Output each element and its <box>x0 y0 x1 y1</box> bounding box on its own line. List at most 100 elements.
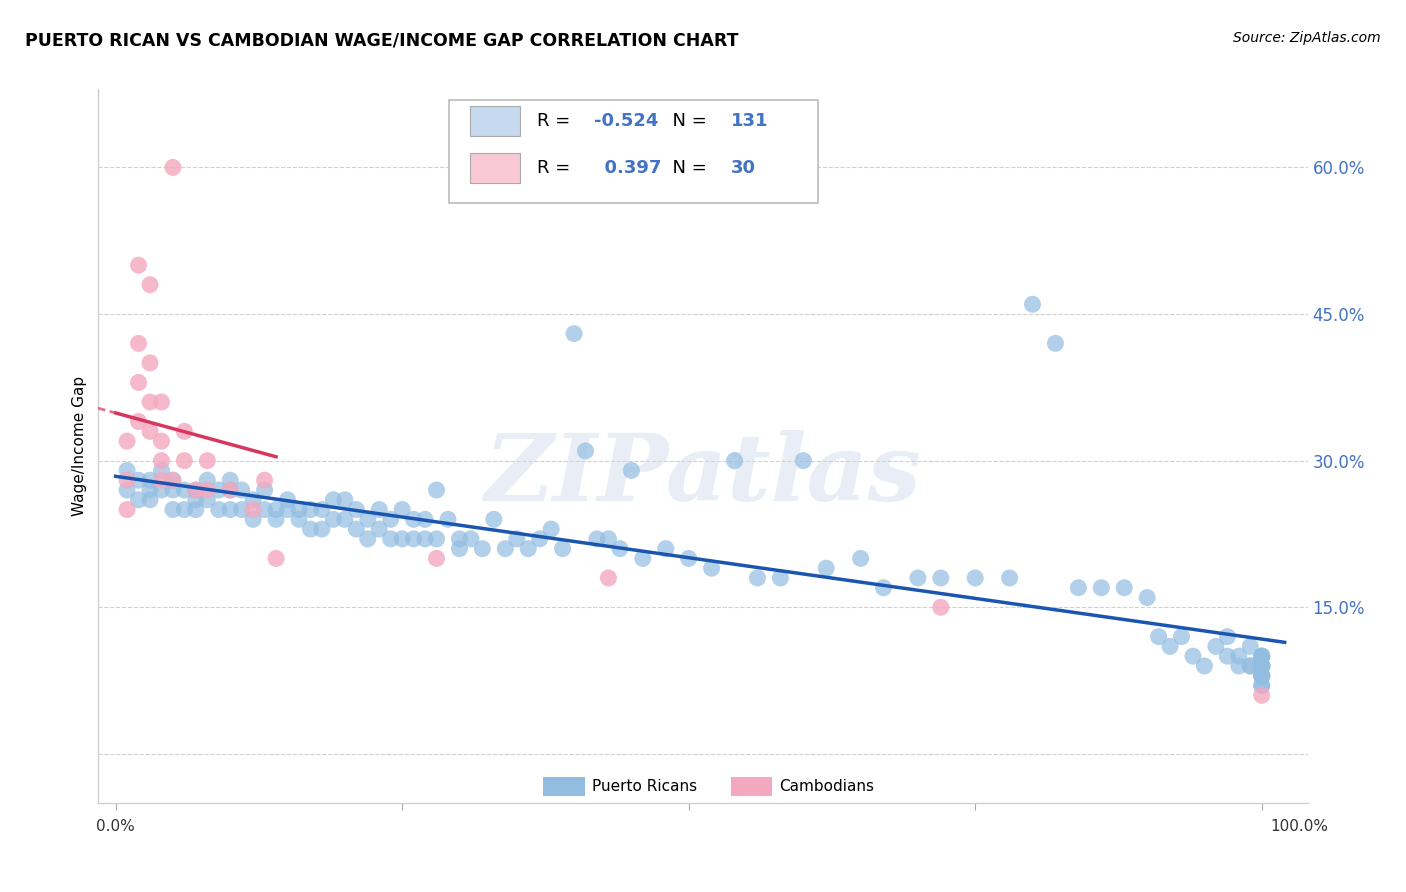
Point <box>1090 581 1112 595</box>
Point <box>195 483 218 497</box>
Point <box>1250 669 1272 683</box>
Point <box>655 541 678 556</box>
Point <box>1250 659 1272 673</box>
Point <box>929 571 952 585</box>
Point <box>115 502 138 516</box>
Point <box>333 492 356 507</box>
Point <box>1250 659 1272 673</box>
Point <box>598 532 620 546</box>
Point <box>1250 669 1272 683</box>
Point <box>139 473 162 487</box>
Point <box>747 571 769 585</box>
Point <box>380 512 402 526</box>
Text: PUERTO RICAN VS CAMBODIAN WAGE/INCOME GAP CORRELATION CHART: PUERTO RICAN VS CAMBODIAN WAGE/INCOME GA… <box>25 31 738 49</box>
Point <box>128 258 150 272</box>
Point <box>219 502 242 516</box>
Point <box>162 473 184 487</box>
Point <box>115 483 138 497</box>
Point <box>1239 659 1261 673</box>
Point <box>872 581 894 595</box>
Point <box>208 502 231 516</box>
Point <box>150 463 173 477</box>
Point <box>208 483 231 497</box>
Point <box>195 473 218 487</box>
Text: 131: 131 <box>731 112 768 130</box>
Point <box>551 541 574 556</box>
Point <box>769 571 792 585</box>
Text: N =: N = <box>661 112 713 130</box>
Point <box>1170 630 1192 644</box>
Point <box>277 492 299 507</box>
Point <box>929 600 952 615</box>
Point <box>1250 649 1272 664</box>
Point <box>1250 649 1272 664</box>
Point <box>184 483 207 497</box>
Point <box>173 483 195 497</box>
Point <box>242 492 264 507</box>
Point <box>231 502 253 516</box>
Point <box>402 532 425 546</box>
Text: 0.397: 0.397 <box>592 160 661 178</box>
Point <box>437 512 460 526</box>
Point <box>1227 649 1250 664</box>
Point <box>139 425 162 439</box>
Point <box>162 161 184 175</box>
Point <box>413 512 436 526</box>
Point <box>1239 640 1261 654</box>
Point <box>242 502 264 516</box>
Point <box>288 502 311 516</box>
Point <box>333 512 356 526</box>
Point <box>139 277 162 292</box>
Point <box>184 502 207 516</box>
Point <box>1250 649 1272 664</box>
Point <box>311 522 333 536</box>
FancyBboxPatch shape <box>731 777 772 796</box>
Y-axis label: Wage/Income Gap: Wage/Income Gap <box>72 376 87 516</box>
Point <box>128 415 150 429</box>
Point <box>998 571 1021 585</box>
Point <box>1067 581 1090 595</box>
Point <box>402 512 425 526</box>
Point <box>1250 669 1272 683</box>
Point <box>150 473 173 487</box>
FancyBboxPatch shape <box>449 100 818 203</box>
Point <box>965 571 987 585</box>
Point <box>1136 591 1159 605</box>
Point <box>1227 659 1250 673</box>
Text: 30: 30 <box>731 160 756 178</box>
Point <box>449 532 471 546</box>
Point <box>344 502 367 516</box>
Point <box>506 532 529 546</box>
Point <box>195 453 218 467</box>
Point <box>598 571 620 585</box>
Text: Puerto Ricans: Puerto Ricans <box>592 779 697 794</box>
Point <box>471 541 494 556</box>
Point <box>460 532 482 546</box>
Point <box>1250 659 1272 673</box>
Text: -0.524: -0.524 <box>595 112 658 130</box>
Point <box>391 532 413 546</box>
Point <box>562 326 585 341</box>
Point <box>678 551 700 566</box>
Point <box>139 395 162 409</box>
Point <box>1250 659 1272 673</box>
Point <box>322 492 344 507</box>
Text: N =: N = <box>661 160 713 178</box>
Point <box>139 356 162 370</box>
Point <box>494 541 516 556</box>
FancyBboxPatch shape <box>470 153 520 184</box>
Text: ZIPatlas: ZIPatlas <box>485 430 921 519</box>
Point <box>849 551 872 566</box>
Point <box>219 483 242 497</box>
Point <box>115 463 138 477</box>
Point <box>128 492 150 507</box>
Point <box>128 473 150 487</box>
Point <box>299 502 322 516</box>
Point <box>1250 659 1272 673</box>
Point <box>620 463 643 477</box>
Point <box>631 551 654 566</box>
Point <box>115 473 138 487</box>
Point <box>264 502 287 516</box>
Text: 100.0%: 100.0% <box>1271 820 1329 834</box>
Point <box>195 492 218 507</box>
